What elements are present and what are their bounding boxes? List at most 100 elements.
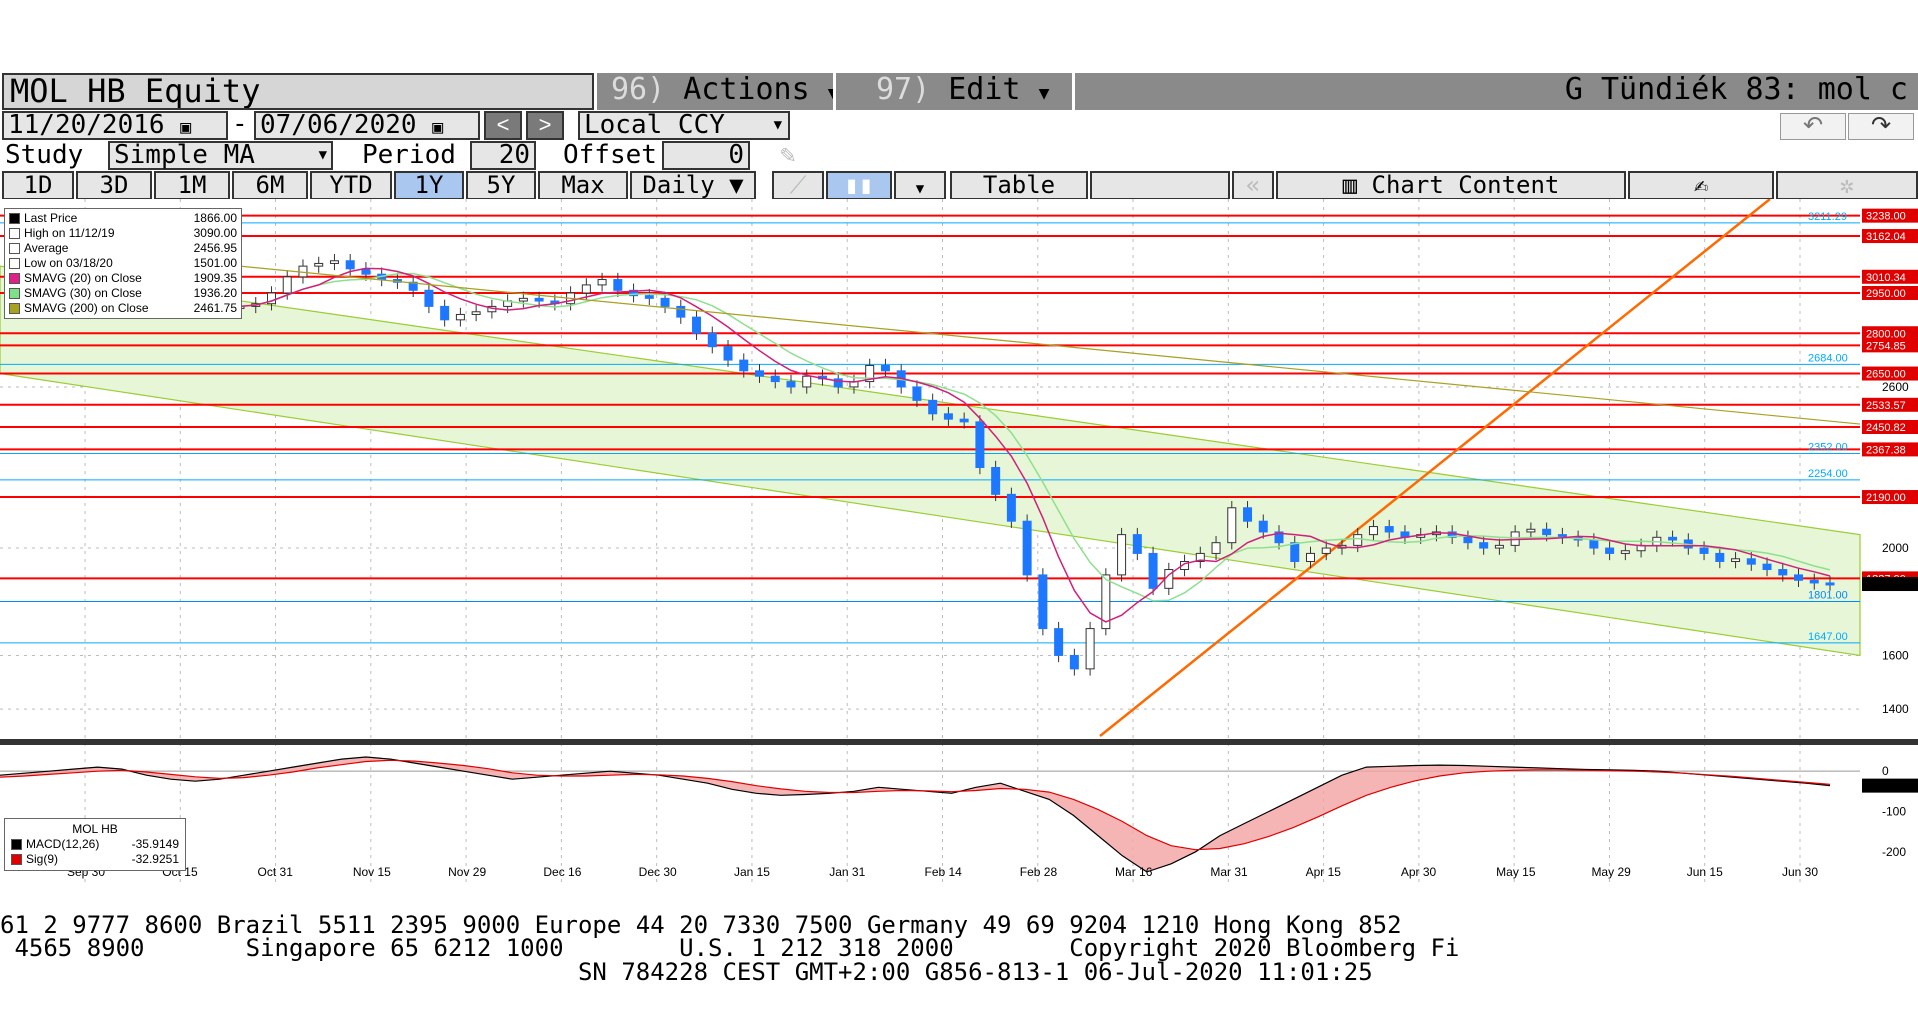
level-label-box — [1862, 490, 1918, 505]
macd-legend-name: Sig(9) — [26, 852, 59, 866]
study-bar: Study Simple MA ▼ Period 20 Offset 0 ✎ — [0, 141, 1918, 170]
x-tick-label: Dec 16 — [543, 865, 581, 879]
legend-row: Low on 03/18/20 1501.00 — [9, 256, 237, 271]
chart-title-field[interactable]: G Tündiék 83: mol c — [1075, 73, 1918, 110]
candle-body — [1494, 544, 1504, 549]
level-label-box — [1862, 442, 1918, 457]
next-period-button[interactable]: > — [526, 111, 564, 140]
legend-name: SMAVG (200) on Close — [24, 301, 149, 315]
pencil-icon[interactable]: ✎ — [780, 140, 796, 170]
edit-label: Edit — [948, 73, 1021, 107]
undo-icon[interactable]: ↶ — [1780, 113, 1846, 140]
chart-content-button[interactable]: ▥ Chart Content — [1276, 171, 1626, 200]
candle-body — [802, 375, 812, 388]
previous-period-button[interactable]: < — [484, 111, 522, 140]
chart-type-dropdown[interactable]: ▼ — [894, 171, 946, 200]
legend-value: 1501.00 — [193, 256, 237, 270]
legend-value: 2456.95 — [193, 241, 237, 255]
legend-swatch — [9, 288, 20, 299]
edit-menu-button[interactable]: 97) Edit ▼ — [836, 73, 1072, 110]
ticker-field[interactable]: MOL HB Equity — [2, 73, 594, 110]
candle-body — [1290, 542, 1300, 562]
candle-body — [1148, 552, 1158, 589]
candle-body — [408, 281, 418, 291]
candle-body — [1006, 493, 1016, 522]
level-label: 3162.04 — [1866, 231, 1906, 243]
candle-body — [440, 305, 450, 321]
x-tick-label: Mar 31 — [1210, 865, 1248, 879]
candle-body — [1274, 531, 1284, 544]
currency-select[interactable]: Local CCY ▼ — [578, 111, 790, 140]
candle-body — [424, 289, 434, 307]
macd-y-tick-label: -100 — [1882, 804, 1906, 818]
candle-body — [282, 276, 292, 294]
calendar-icon[interactable]: ▣ — [432, 117, 444, 138]
tab-1d[interactable]: 1D — [2, 171, 74, 200]
double-chevron-left-icon[interactable]: « — [1232, 171, 1274, 200]
uptrend-line — [1099, 199, 1771, 737]
frequency-select[interactable]: Daily ▼ — [630, 171, 756, 200]
study-select[interactable]: Simple MA ▼ — [108, 141, 333, 170]
candle-body — [1463, 536, 1473, 544]
start-date-field[interactable]: 11/20/2016 ▣ — [2, 111, 228, 140]
candle-body — [991, 467, 1001, 495]
level-label: 2800.00 — [1866, 328, 1906, 340]
gear-icon[interactable]: ✲ — [1776, 171, 1918, 200]
macd-histogram-fill — [0, 757, 1830, 872]
tab-1y[interactable]: 1Y — [394, 171, 464, 200]
tab-1m[interactable]: 1M — [154, 171, 230, 200]
period-input[interactable]: 20 — [470, 141, 536, 170]
level-label: 2684.00 — [1808, 352, 1848, 364]
tab-ytd[interactable]: YTD — [310, 171, 392, 200]
candle-body — [1589, 539, 1599, 549]
x-tick-label: Feb 14 — [925, 865, 963, 879]
x-tick-label: Feb 28 — [1020, 865, 1058, 879]
offset-label: Offset — [563, 140, 657, 170]
candle-body — [865, 364, 875, 383]
footer-line-2: 4565 8900 Singapore 65 6212 1000 U.S. 1 … — [0, 934, 1460, 962]
candle-body — [613, 279, 623, 291]
tab-5y[interactable]: 5Y — [466, 171, 536, 200]
level-label-box — [1862, 229, 1918, 244]
candle-body — [1243, 507, 1253, 522]
tab-max[interactable]: Max — [538, 171, 628, 200]
price-chart[interactable]: 1400 1600 2000 2600 3238.00 3211.29 3162.04 301… — [0, 199, 1918, 884]
tab-3d[interactable]: 3D — [76, 171, 152, 200]
price-legend: Last Price 1866.00 High on 11/12/19 3090.00… — [4, 208, 242, 319]
period-label: Period — [362, 140, 456, 170]
candle-body — [1620, 550, 1630, 554]
candle-chart-icon[interactable]: ▮▮ — [826, 171, 892, 200]
redo-icon[interactable]: ↷ — [1848, 113, 1914, 140]
annotate-icon[interactable]: ✍ — [1628, 171, 1774, 200]
x-tick-label: Nov 29 — [448, 865, 486, 879]
candle-body — [1117, 534, 1127, 576]
candle-body — [1195, 552, 1205, 562]
line-chart-icon[interactable]: ⟋ — [772, 171, 824, 200]
offset-input[interactable]: 0 — [662, 141, 750, 170]
calendar-icon[interactable]: ▣ — [180, 117, 192, 138]
actions-number: 96) — [611, 73, 666, 107]
candle-body — [329, 260, 339, 264]
table-button[interactable]: Table — [950, 171, 1088, 200]
y-tick-label: 1400 — [1882, 702, 1909, 716]
legend-swatch — [9, 258, 20, 269]
candle-body — [1762, 563, 1772, 571]
legend-row: SMAVG (30) on Close 1936.20 — [9, 286, 237, 301]
candle-body — [518, 297, 528, 302]
legend-swatch — [9, 243, 20, 254]
candle-body — [1778, 569, 1788, 576]
actions-menu-button[interactable]: 96) Actions ▼ — [597, 73, 833, 110]
legend-value: 3090.00 — [193, 226, 237, 240]
level-label: 2650.00 — [1866, 369, 1906, 381]
study-text: Simple MA — [114, 140, 255, 170]
tab-6m[interactable]: 6M — [232, 171, 308, 200]
frequency-text: Daily — [642, 171, 715, 199]
chevron-down-icon: ▼ — [729, 171, 744, 199]
end-date-field[interactable]: 07/06/2020 ▣ — [254, 111, 480, 140]
level-label: 2190.00 — [1866, 492, 1906, 504]
x-tick-label: Nov 15 — [353, 865, 391, 879]
level-label: 2533.57 — [1866, 400, 1906, 412]
start-date-text: 11/20/2016 — [8, 110, 165, 140]
candle-body — [1101, 574, 1111, 630]
level-label: 3010.34 — [1866, 272, 1906, 284]
